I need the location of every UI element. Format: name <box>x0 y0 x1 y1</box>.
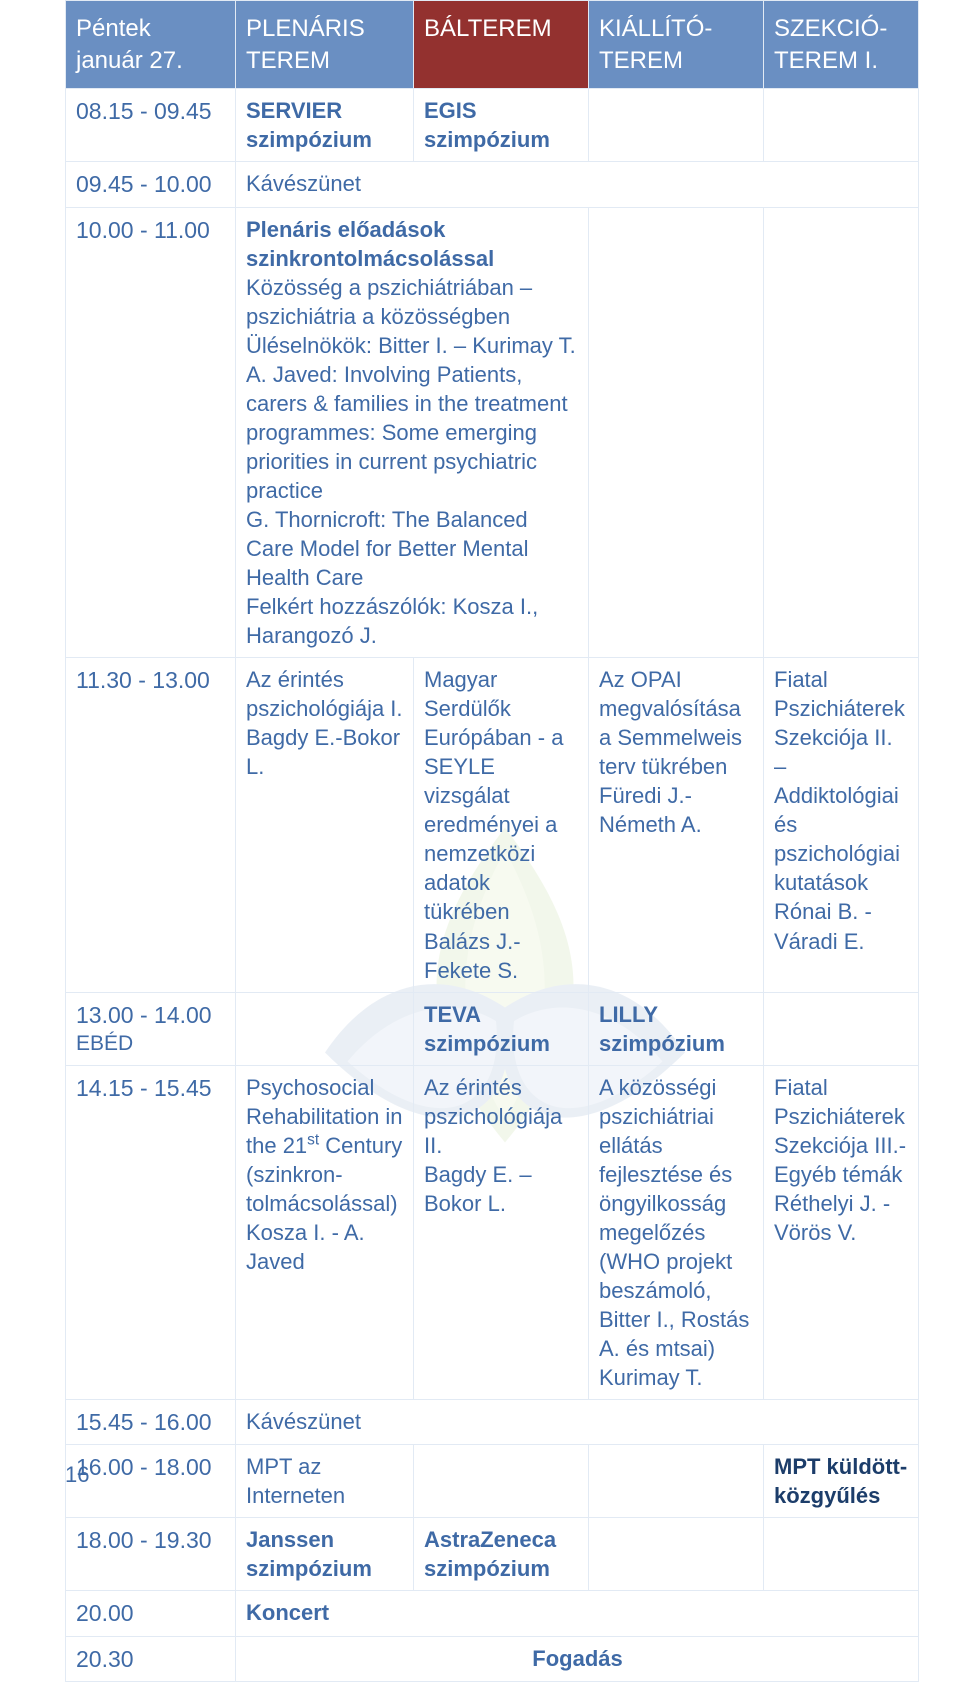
content-cell: Az OPAI megvalósítása a Semmelweis terv … <box>589 658 764 992</box>
header-col-balterem: BÁLTEREM <box>414 1 589 89</box>
content-cell: A közösségi pszichiátriai ellátás fejles… <box>589 1065 764 1399</box>
content-cell: Janssen szimpózium <box>236 1518 414 1591</box>
header-day: Péntek <box>76 15 151 42</box>
empty-cell <box>414 1445 589 1518</box>
table-row: 20.00 Koncert <box>66 1591 919 1636</box>
content-cell: TEVA szimpózium <box>414 992 589 1065</box>
content-cell: Kávészünet <box>236 162 919 207</box>
table-row: 20.30 Fogadás <box>66 1636 919 1681</box>
table-row: 10.00 - 11.00 Plenáris előadások szinkro… <box>66 207 919 657</box>
content-cell: LILLY szimpózium <box>589 992 764 1065</box>
empty-cell <box>764 992 919 1065</box>
content-cell: AstraZeneca szimpózium <box>414 1518 589 1591</box>
time-cell: 14.15 - 15.45 <box>66 1065 236 1399</box>
table-row: 11.30 - 13.00 Az érintés pszichológiája … <box>66 658 919 992</box>
content-cell: Magyar Serdülők Európában - a SEYLE vizs… <box>414 658 589 992</box>
empty-cell <box>236 992 414 1065</box>
time-cell: 09.45 - 10.00 <box>66 162 236 207</box>
table-row: 09.45 - 10.00 Kávészünet <box>66 162 919 207</box>
content-cell: Koncert <box>236 1591 919 1636</box>
time-cell: 20.00 <box>66 1591 236 1636</box>
empty-cell <box>764 89 919 162</box>
header-date: Péntek január 27. <box>66 1 236 89</box>
empty-cell <box>589 89 764 162</box>
time-cell: 11.30 - 13.00 <box>66 658 236 992</box>
table-header-row: Péntek január 27. PLENÁRIS TEREM BÁLTERE… <box>66 1 919 89</box>
empty-cell <box>764 1518 919 1591</box>
table-row: 15.45 - 16.00 Kávészünet <box>66 1400 919 1445</box>
time-cell: 16.00 - 18.00 <box>66 1445 236 1518</box>
time-cell: 18.00 - 19.30 <box>66 1518 236 1591</box>
content-cell: Fogadás <box>236 1636 919 1681</box>
empty-cell <box>589 1518 764 1591</box>
table-row: 18.00 - 19.30 Janssen szimpózium AstraZe… <box>66 1518 919 1591</box>
content-cell: Plenáris előadások szinkrontolmácsolássa… <box>236 207 589 657</box>
header-col-szekcio: SZEKCIÓ-TEREM I. <box>764 1 919 89</box>
table-row: 13.00 - 14.00 EBÉD TEVA szimpózium LILLY… <box>66 992 919 1065</box>
header-date-text: január 27. <box>76 47 183 74</box>
content-cell: SERVIER szimpózium <box>236 89 414 162</box>
content-cell: Az érintés pszichológiája I.Bagdy E.-Bok… <box>236 658 414 992</box>
table-row: 14.15 - 15.45 Psychosocial Rehabilitatio… <box>66 1065 919 1399</box>
time-cell: 08.15 - 09.45 <box>66 89 236 162</box>
content-cell: MPT küldött-közgyűlés <box>764 1445 919 1518</box>
time-cell: 10.00 - 11.00 <box>66 207 236 657</box>
empty-cell <box>589 1445 764 1518</box>
empty-cell <box>764 207 919 657</box>
content-cell: EGIS szimpózium <box>414 89 589 162</box>
table-row: 16.00 - 18.00 MPT az Interneten MPT küld… <box>66 1445 919 1518</box>
header-col-kiallito: KIÁLLÍTÓ-TEREM <box>589 1 764 89</box>
content-cell: Fiatal Pszichiáterek Szekciója II. – Add… <box>764 658 919 992</box>
time-cell: 13.00 - 14.00 EBÉD <box>66 992 236 1065</box>
time-cell: 15.45 - 16.00 <box>66 1400 236 1445</box>
schedule-table: Péntek január 27. PLENÁRIS TEREM BÁLTERE… <box>65 0 919 1682</box>
header-col-plenaris: PLENÁRIS TEREM <box>236 1 414 89</box>
content-cell: MPT az Interneten <box>236 1445 414 1518</box>
empty-cell <box>589 207 764 657</box>
time-cell: 20.30 <box>66 1636 236 1681</box>
table-row: 08.15 - 09.45 SERVIER szimpózium EGIS sz… <box>66 89 919 162</box>
content-cell: Az érintés pszichológiája II.Bagdy E. – … <box>414 1065 589 1399</box>
content-cell: Fiatal Pszichiáterek Szekciója III.- Egy… <box>764 1065 919 1399</box>
content-cell: Psychosocial Rehabilitation in the 21st … <box>236 1065 414 1399</box>
content-cell: Kávészünet <box>236 1400 919 1445</box>
